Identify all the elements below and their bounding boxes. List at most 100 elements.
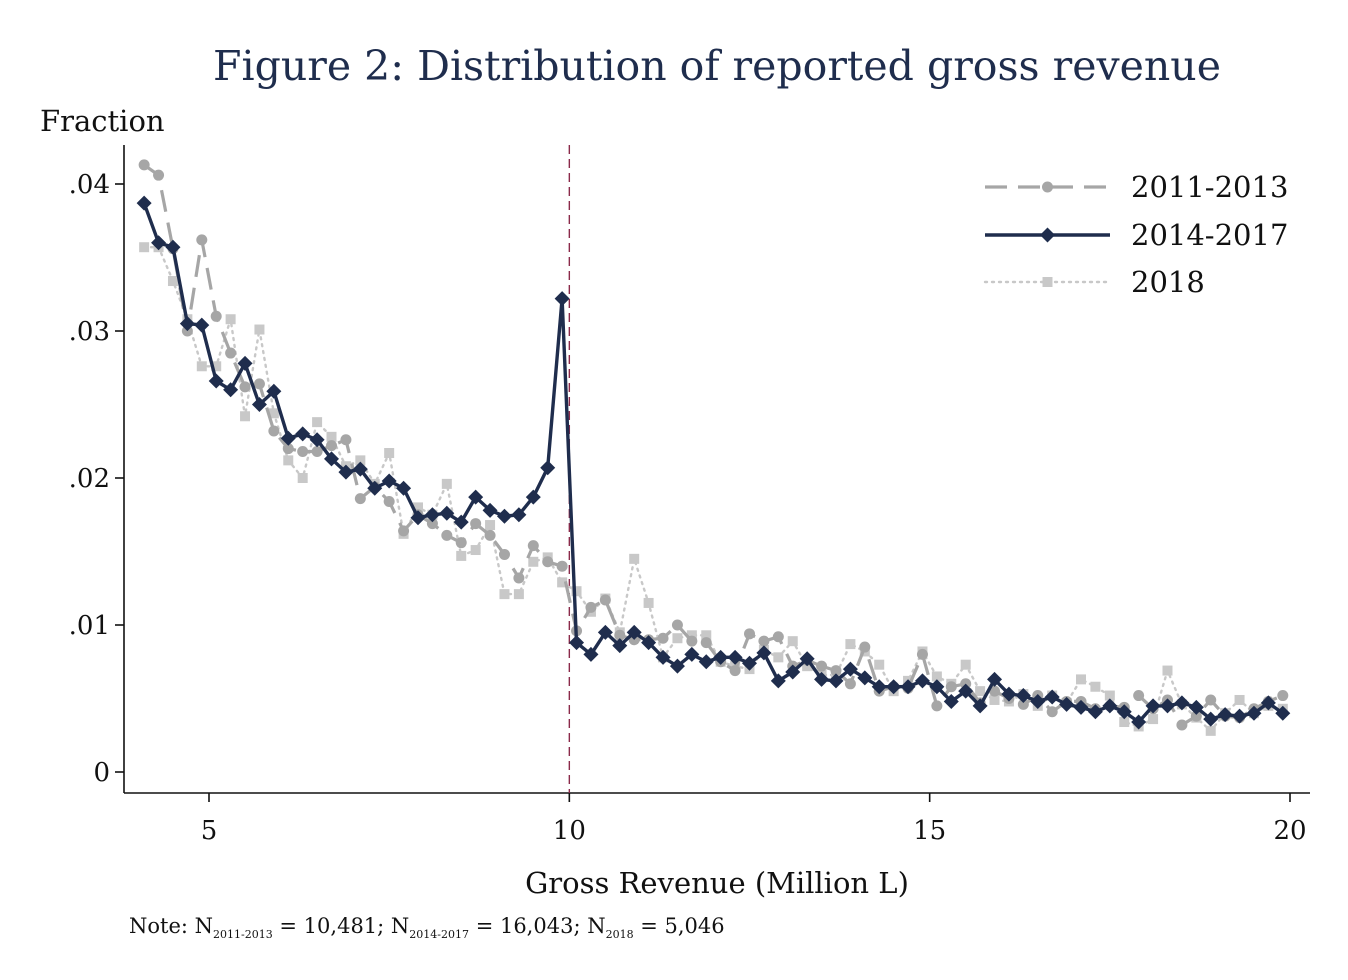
point-2011-2013 xyxy=(498,548,510,560)
point-2018 xyxy=(355,455,366,466)
point-2018 xyxy=(485,520,496,531)
point-2011-2013 xyxy=(441,529,453,541)
y-tick-label: .01 xyxy=(69,611,110,641)
point-2011-2013 xyxy=(758,635,770,647)
point-2014-2017 xyxy=(929,679,945,695)
point-2014-2017 xyxy=(785,664,801,680)
point-2011-2013 xyxy=(455,537,467,549)
point-2014-2017 xyxy=(266,383,282,399)
point-2014-2017 xyxy=(223,382,239,398)
point-2011-2013 xyxy=(383,496,395,508)
point-2011-2013 xyxy=(1046,706,1058,718)
point-2014-2017 xyxy=(554,291,570,307)
point-2011-2013 xyxy=(297,446,309,458)
point-2018 xyxy=(240,411,251,422)
point-2014-2017 xyxy=(1015,688,1031,704)
point-2018 xyxy=(701,630,712,641)
point-2011-2013 xyxy=(253,378,265,390)
point-2014-2017 xyxy=(914,673,930,689)
point-2014-2017 xyxy=(669,658,685,674)
point-2014-2017 xyxy=(453,514,469,530)
point-2018 xyxy=(167,276,178,287)
point-2014-2017 xyxy=(1188,699,1204,715)
point-2018 xyxy=(297,473,308,483)
point-2014-2017 xyxy=(756,645,772,661)
point-2018 xyxy=(1162,665,1173,676)
point-2018 xyxy=(1076,674,1087,685)
series-2014-2017 xyxy=(136,195,1291,730)
point-2014-2017 xyxy=(641,635,657,651)
y-tick-label: 0 xyxy=(93,758,110,788)
point-2011-2013 xyxy=(585,601,597,613)
x-axis-label: Gross Revenue (Million L) xyxy=(525,866,909,900)
point-2018 xyxy=(845,639,856,650)
point-2014-2017 xyxy=(338,464,354,480)
point-2011-2013 xyxy=(816,660,828,672)
point-2018 xyxy=(773,652,784,663)
point-2011-2013 xyxy=(729,665,741,677)
point-2018 xyxy=(1234,694,1245,705)
point-2011-2013 xyxy=(1176,719,1188,731)
point-2011-2013 xyxy=(989,685,1001,697)
point-2014-2017 xyxy=(136,195,152,211)
point-2018 xyxy=(975,686,986,697)
point-2014-2017 xyxy=(540,460,556,476)
x-tick-label: 15 xyxy=(913,816,946,846)
point-2011-2013 xyxy=(671,619,683,631)
note-val-2014-2017: = 16,043; N xyxy=(469,914,606,938)
point-2011-2013 xyxy=(556,560,568,572)
point-2011-2013 xyxy=(1017,698,1029,710)
point-2018 xyxy=(499,589,510,600)
note-sub-2011-2013: 2011-2013 xyxy=(213,928,273,941)
point-2011-2013 xyxy=(527,540,539,552)
point-2018 xyxy=(629,553,640,564)
x-tick-label: 10 xyxy=(553,816,586,846)
point-2014-2017 xyxy=(381,473,397,489)
point-2014-2017 xyxy=(569,635,585,651)
point-2018 xyxy=(326,431,337,442)
point-2018 xyxy=(513,589,524,600)
point-2014-2017 xyxy=(1275,705,1291,721)
point-2011-2013 xyxy=(484,529,496,541)
y-axis-label: Fraction xyxy=(40,104,165,138)
point-2011-2013 xyxy=(398,525,410,537)
point-2011-2013 xyxy=(772,631,784,643)
point-2018 xyxy=(1104,690,1115,701)
point-2014-2017 xyxy=(237,355,253,371)
point-2011-2013 xyxy=(1190,710,1202,722)
point-2011-2013 xyxy=(326,440,338,452)
point-2014-2017 xyxy=(1203,711,1219,727)
point-2011-2013 xyxy=(239,381,251,393)
point-2011-2013 xyxy=(1277,690,1289,702)
chart-title: Figure 2: Distribution of reported gross… xyxy=(213,42,1221,90)
point-2018 xyxy=(643,597,654,608)
point-2014-2017 xyxy=(857,670,873,686)
point-2018 xyxy=(1205,725,1216,736)
point-2014-2017 xyxy=(280,430,296,446)
point-2014-2017 xyxy=(886,679,902,695)
point-2011-2013 xyxy=(210,310,222,322)
point-2014-2017 xyxy=(468,489,484,505)
point-2011-2013 xyxy=(282,443,294,455)
point-2014-2017 xyxy=(251,397,267,412)
point-2014-2017 xyxy=(1102,698,1118,714)
point-2011-2013 xyxy=(830,665,842,677)
point-2014-2017 xyxy=(1232,708,1248,724)
point-2014-2017 xyxy=(410,510,426,526)
point-2014-2017 xyxy=(684,646,700,662)
x-tick-label: 5 xyxy=(201,816,218,846)
point-2011-2013 xyxy=(225,347,237,359)
point-2014-2017 xyxy=(742,655,757,671)
point-2014-2017 xyxy=(1044,689,1060,705)
point-2014-2017 xyxy=(424,507,440,523)
point-2018 xyxy=(441,478,452,489)
note-prefix: Note: N xyxy=(129,914,213,938)
y-tick-label: .04 xyxy=(69,170,110,200)
point-2018 xyxy=(139,242,150,253)
point-2011-2013 xyxy=(859,641,871,653)
point-2011-2013 xyxy=(138,159,150,171)
legend-label-2014-2017: 2014-2017 xyxy=(1131,218,1288,252)
point-2011-2013 xyxy=(542,556,554,568)
point-2014-2017 xyxy=(1159,698,1175,714)
point-2014-2017 xyxy=(597,624,613,640)
